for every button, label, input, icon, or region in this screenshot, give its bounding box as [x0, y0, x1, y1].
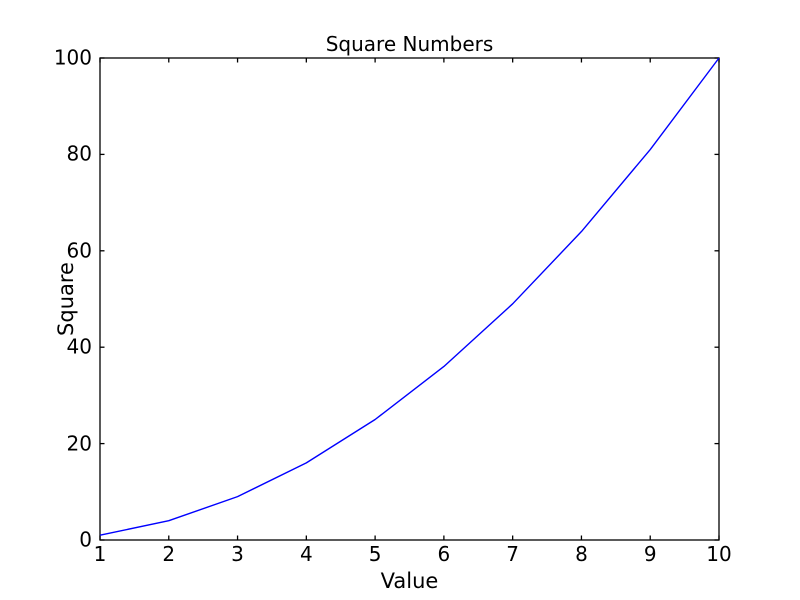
x-tick-label: 2 — [162, 542, 176, 566]
y-tick-label: 20 — [66, 431, 92, 456]
y-tick-label: 0 — [79, 527, 92, 552]
y-tick-label: 60 — [66, 238, 92, 263]
plot-border — [99, 57, 720, 541]
x-tick-label: 10 — [706, 542, 732, 566]
x-tick-label: 7 — [506, 542, 520, 566]
y-tick-label: 100 — [53, 45, 92, 70]
x-tick-label: 9 — [643, 542, 657, 566]
x-tick-label: 3 — [231, 542, 244, 566]
x-tick-label: 6 — [437, 542, 451, 566]
y-tick-label: 40 — [66, 334, 92, 359]
x-tick-label: 4 — [299, 542, 313, 566]
x-axis-label: Value — [380, 569, 439, 593]
y-tick-label: 80 — [66, 141, 92, 166]
x-tick-label: 1 — [93, 542, 107, 566]
series-line — [99, 57, 720, 536]
x-tick-label: 8 — [575, 542, 588, 566]
chart-title: Square Numbers — [325, 32, 494, 56]
y-axis-label: Square — [54, 262, 78, 336]
x-tick-label: 5 — [368, 542, 382, 566]
